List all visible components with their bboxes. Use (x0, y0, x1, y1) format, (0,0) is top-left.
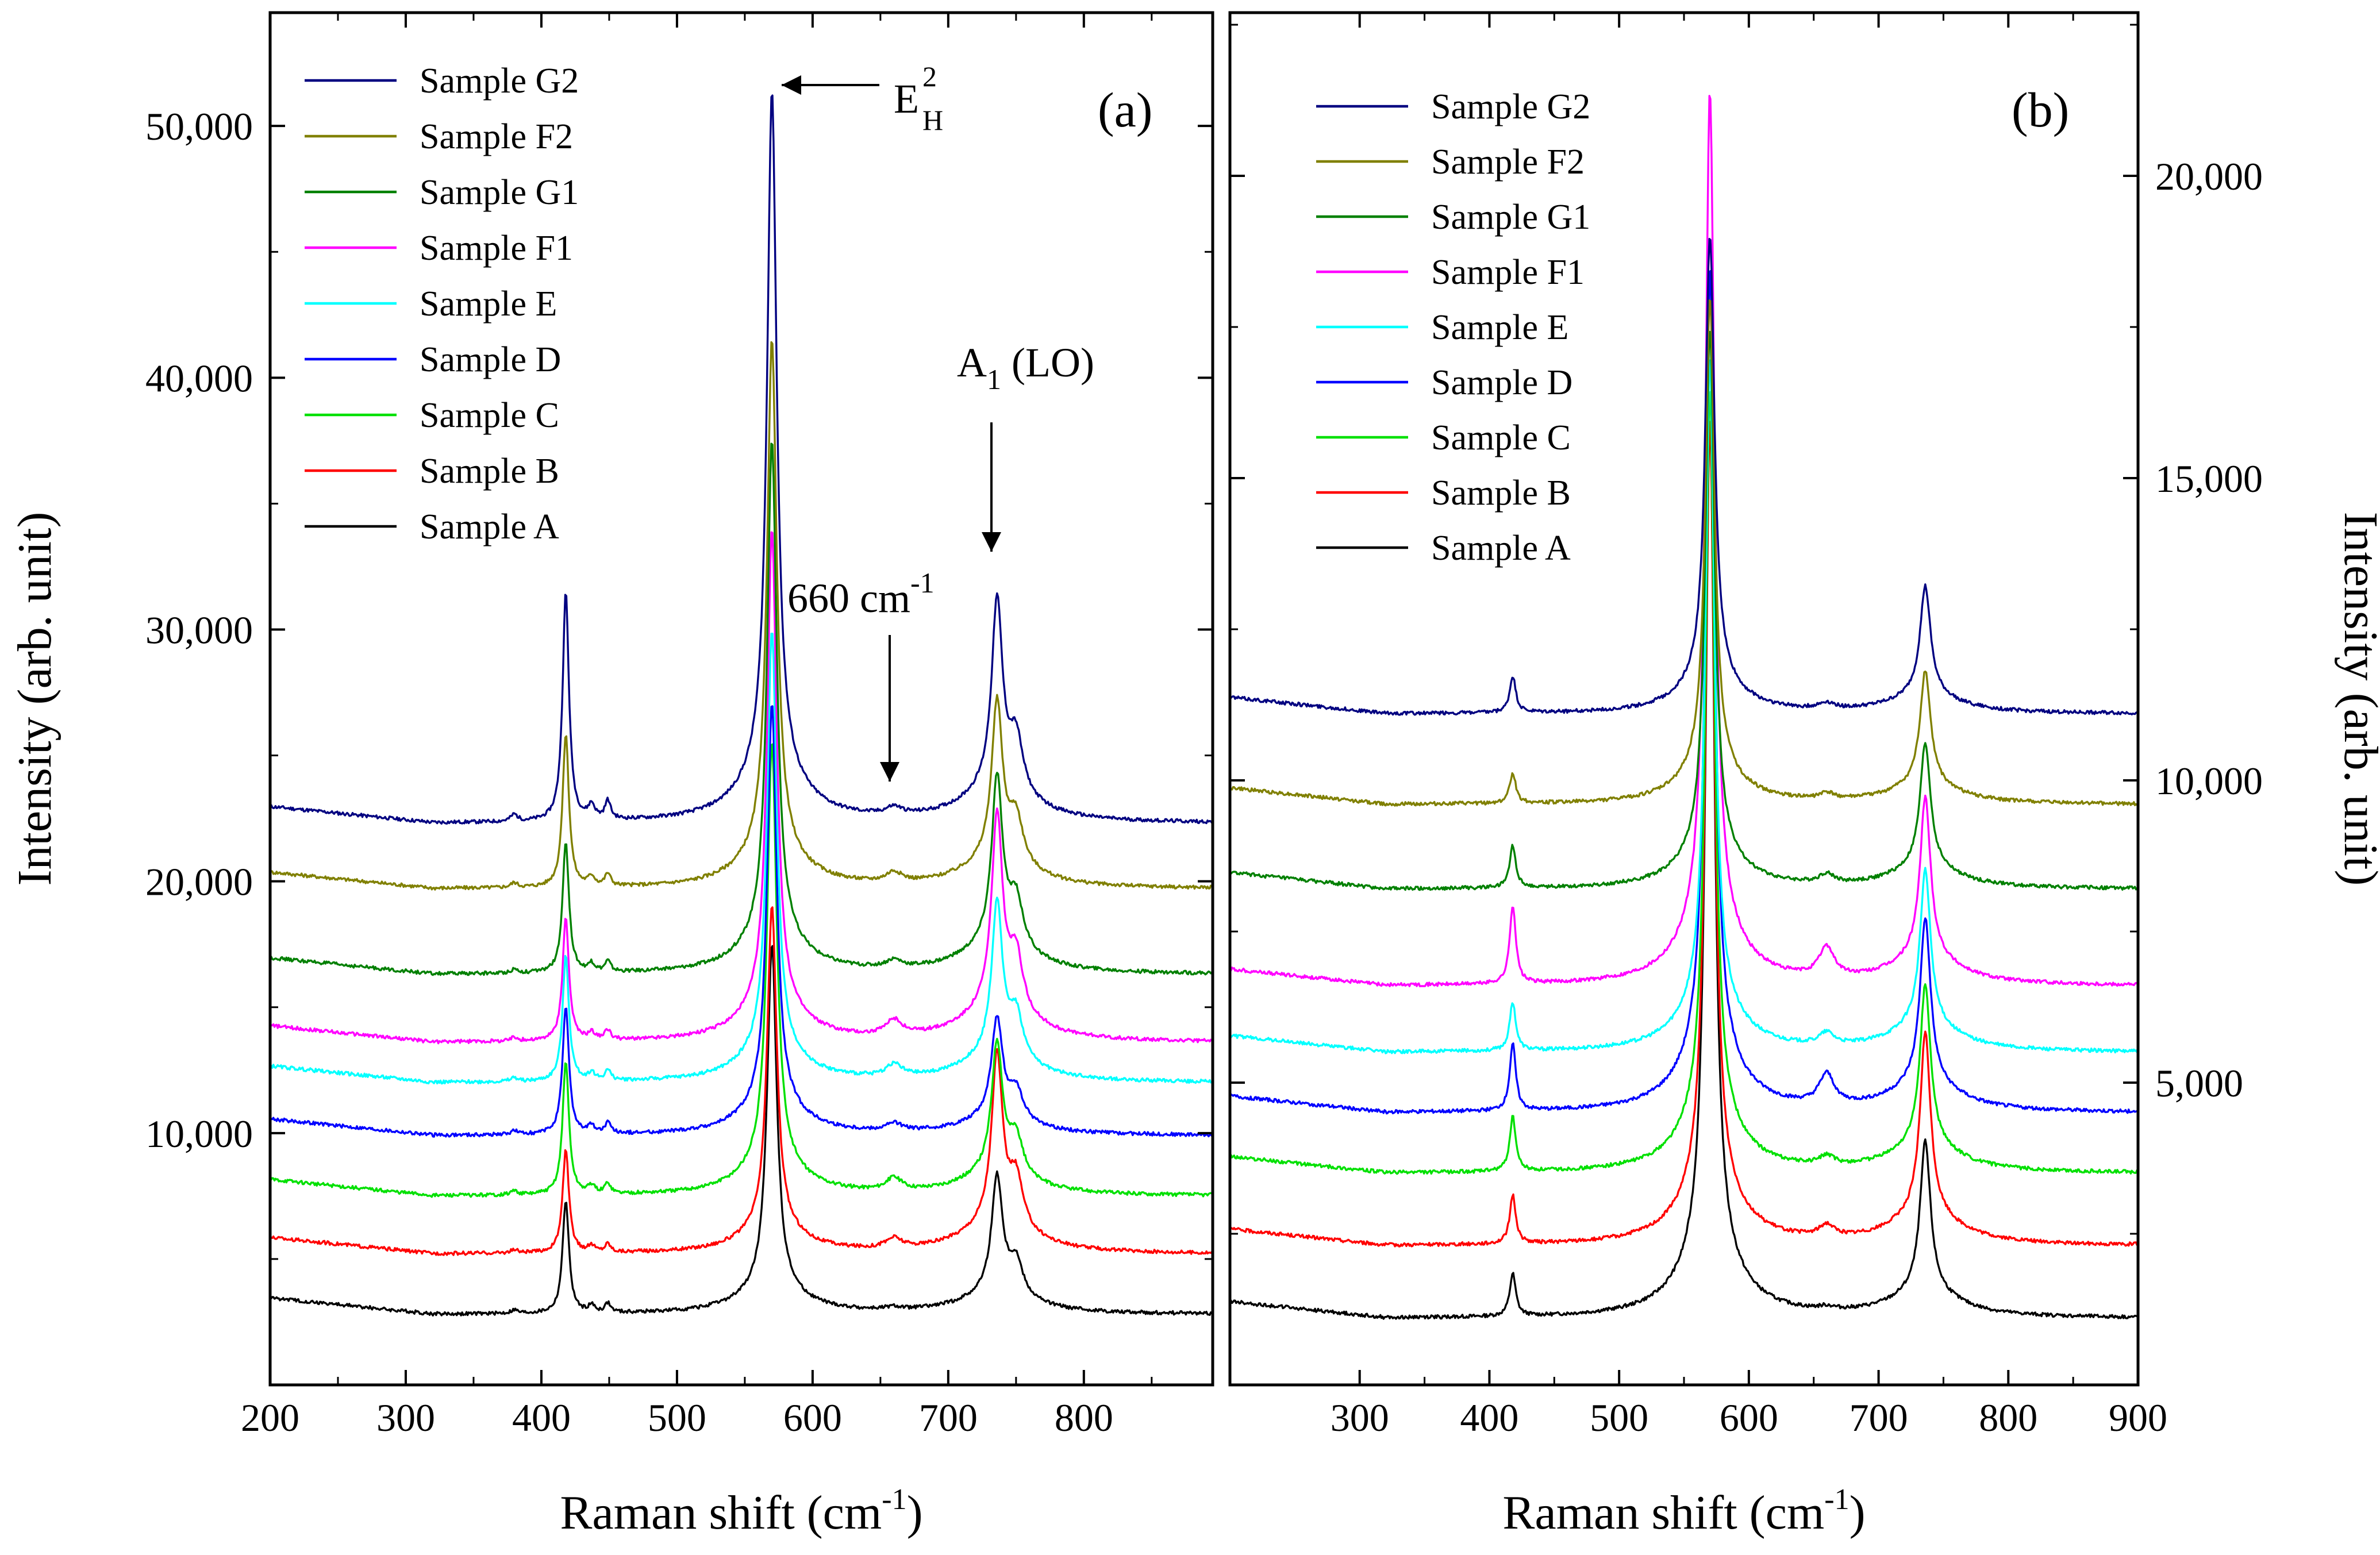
x-axis-title: Raman shift (cm-1) (560, 1483, 922, 1539)
legend-label-sample-g2: Sample G2 (420, 61, 579, 101)
plot-frame (1228, 11, 2140, 1387)
legend-label-sample-b: Sample B (1431, 474, 1571, 513)
series-group (269, 94, 1213, 1317)
y-tick-label: 5,000 (2155, 1061, 2243, 1105)
panel-label: (a) (1098, 82, 1152, 137)
series-line-sample-g1 (1229, 330, 2139, 891)
x-axis-title-text: Raman shift (cm (560, 1486, 882, 1539)
x-tick-label: 500 (1590, 1396, 1648, 1439)
legend: Sample G2 Sample F2 Sample G1 Sample F1 Samp… (1316, 87, 1590, 568)
x-tick-label: 400 (1460, 1396, 1518, 1439)
eh2-label-base: E (894, 76, 919, 122)
x-tick-label: 900 (2109, 1396, 2167, 1439)
x-axis: 200 300 400 500 600 700 800 (241, 13, 1153, 1439)
legend-label-sample-f2: Sample F2 (1431, 143, 1585, 182)
y-axis: 10,000 20,000 30,000 40,000 50,000 (145, 105, 1213, 1260)
legend-label-sample-d: Sample D (1431, 363, 1572, 402)
series-line-sample-b (1229, 421, 2139, 1248)
series-line-sample-f2 (269, 341, 1212, 891)
x-axis-title-sup: -1 (1824, 1483, 1849, 1516)
y-axis: 5,000 10,000 15,000 20,000 (1230, 24, 2263, 1235)
a1-label-sub: 1 (987, 363, 1001, 395)
legend-label-sample-e: Sample E (1431, 308, 1568, 347)
x-axis-title-close: ) (1850, 1486, 1866, 1539)
y-tick-label: 15,000 (2155, 457, 2263, 501)
x-tick-label: 600 (783, 1396, 842, 1439)
a1-label-rest: (LO) (1001, 340, 1094, 386)
series-line-sample-f1 (269, 531, 1213, 1045)
x-axis: 300 400 500 600 700 800 900 (1331, 13, 2167, 1439)
x-tick-label: 700 (919, 1396, 978, 1439)
mode660-label: 660 cm-1 (787, 567, 935, 621)
panel-label: (b) (2012, 82, 2069, 137)
series-line-sample-a (1229, 422, 2139, 1320)
legend-label-sample-d: Sample D (420, 340, 561, 379)
y-tick-label: 30,000 (145, 609, 253, 652)
legend-label-sample-g1: Sample G1 (420, 173, 579, 212)
y-tick-label: 10,000 (2155, 759, 2263, 803)
y-tick-label: 20,000 (2155, 155, 2263, 198)
series-line-sample-c (1229, 391, 2139, 1175)
legend-label-sample-c: Sample C (420, 396, 559, 435)
x-tick-label: 600 (1720, 1396, 1778, 1439)
legend-label-sample-b: Sample B (420, 452, 559, 491)
series-line-sample-d (1229, 270, 2139, 1115)
plot-frame (268, 11, 1214, 1387)
a1-label-base: A (957, 340, 987, 386)
series-line-sample-g2 (269, 94, 1213, 825)
series-line-sample-f1 (1229, 95, 2139, 988)
y-tick-label: 10,000 (145, 1112, 253, 1156)
legend-label-sample-a: Sample A (420, 507, 559, 546)
legend-label-sample-f1: Sample F1 (1431, 253, 1585, 292)
x-tick-label: 500 (648, 1396, 706, 1439)
y-axis-title: Intensity (arb. unit) (8, 512, 61, 886)
x-axis-title-text: Raman shift (cm (1502, 1486, 1824, 1539)
mode660-label-sup: -1 (910, 567, 935, 599)
mode660-label-text: 660 cm (787, 575, 910, 621)
legend-label-sample-e: Sample E (420, 284, 557, 324)
a1-label: A1 (LO) (957, 340, 1094, 395)
legend-label-sample-a: Sample A (1431, 529, 1571, 568)
eh2-label-sub: H (922, 104, 943, 136)
y-tick-label: 20,000 (145, 860, 253, 904)
x-tick-label: 300 (376, 1396, 435, 1439)
x-tick-label: 300 (1331, 1396, 1389, 1439)
legend-label-sample-f2: Sample F2 (420, 117, 573, 156)
x-axis-title-sup: -1 (882, 1483, 906, 1516)
x-tick-label: 800 (1979, 1396, 2037, 1439)
series-line-sample-a (270, 945, 1213, 1317)
x-tick-label: 200 (241, 1396, 299, 1439)
y-tick-label: 50,000 (145, 105, 253, 148)
series-line-sample-b (269, 906, 1213, 1256)
panel-b: 300 400 500 600 700 800 900 Raman shift (cm-1) 5… (1228, 11, 2380, 1539)
eh2-label-sup: 2 (922, 60, 937, 93)
legend-label-sample-g2: Sample G2 (1431, 87, 1590, 126)
series-line-sample-e (1229, 359, 2139, 1054)
series-line-sample-f2 (1229, 299, 2139, 807)
series-line-sample-c (270, 743, 1213, 1198)
series-line-sample-g2 (1229, 238, 2139, 716)
legend: Sample G2 Sample F2 Sample G1 Sample F1 Samp… (305, 61, 579, 546)
legend-label-sample-f1: Sample F1 (420, 229, 573, 268)
x-tick-label: 400 (512, 1396, 571, 1439)
y-tick-label: 40,000 (145, 356, 253, 400)
legend-label-sample-g1: Sample G1 (1431, 198, 1590, 237)
legend-label-sample-c: Sample C (1431, 418, 1571, 457)
series-line-sample-g1 (270, 442, 1213, 976)
series-group (1229, 95, 2139, 1320)
y-axis-title: Intensity (arb. unit) (2334, 512, 2380, 886)
x-tick-label: 700 (1850, 1396, 1908, 1439)
series-line-sample-e (270, 632, 1213, 1085)
x-axis-title: Raman shift (cm-1) (1502, 1483, 1865, 1539)
x-tick-label: 800 (1055, 1396, 1113, 1439)
x-axis-title-close: ) (907, 1486, 923, 1539)
series-line-sample-d (269, 705, 1213, 1138)
